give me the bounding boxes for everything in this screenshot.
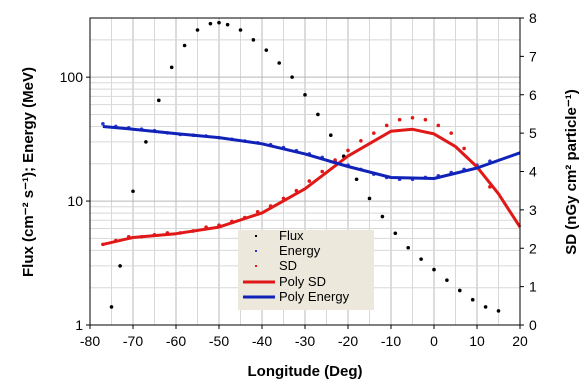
data-point-flux <box>496 309 501 313</box>
data-point-sd <box>307 179 312 183</box>
data-point-flux <box>329 133 333 137</box>
data-point-sd <box>462 146 466 151</box>
data-point-flux <box>195 28 200 32</box>
data-point-sd <box>397 117 402 122</box>
data-point-flux <box>217 20 221 25</box>
data-point-flux <box>264 48 269 52</box>
data-point-flux <box>316 112 320 117</box>
y-left-tick-label: 100 <box>60 69 84 85</box>
data-point-energy <box>101 122 105 126</box>
legend-label-poly-energy: Poly Energy <box>279 289 350 304</box>
x-tick-label: 10 <box>469 333 485 349</box>
x-tick-label: -40 <box>252 333 272 349</box>
data-point-sd <box>320 169 325 174</box>
line-poly-sd <box>102 127 522 246</box>
data-point-flux <box>419 257 423 261</box>
legend: Flux Energy SD Poly SD Poly Energy <box>238 228 374 310</box>
data-point-sd <box>384 123 389 128</box>
data-point-flux <box>406 245 411 250</box>
data-point-sd <box>436 123 441 128</box>
x-tick-label: -60 <box>166 333 186 349</box>
legend-label-energy: Energy <box>279 243 321 258</box>
y-left-tick-label: 1 <box>75 317 83 333</box>
data-point-flux <box>303 93 307 97</box>
y-right-tick-label: 0 <box>529 317 537 333</box>
x-tick-label: 0 <box>430 333 438 349</box>
legend-label-poly-sd: Poly SD <box>279 274 326 289</box>
y-left-ticks: 1 10 100 <box>60 69 90 333</box>
data-point-sd <box>423 117 428 122</box>
x-tick-label: -10 <box>381 333 401 349</box>
y-right-tick-label: 8 <box>529 10 537 26</box>
data-point-sd <box>333 158 337 162</box>
legend-label-sd: SD <box>279 258 297 273</box>
data-point-flux <box>208 21 213 26</box>
y-right-tick-label: 6 <box>529 87 537 103</box>
y-right-axis-label: SD (nGy cm² particle⁻¹) <box>563 89 580 254</box>
y-right-tick-label: 1 <box>529 279 537 295</box>
legend-marker-energy <box>255 250 257 252</box>
data-point-flux <box>393 231 398 236</box>
data-point-flux <box>483 305 488 309</box>
y-right-tick-label: 7 <box>529 48 537 64</box>
legend-label-flux: Flux <box>279 228 304 243</box>
data-point-flux <box>354 177 359 182</box>
data-point-flux <box>367 196 372 201</box>
y-right-tick-label: 5 <box>529 125 537 141</box>
data-point-flux <box>445 278 449 282</box>
x-tick-label: 20 <box>512 333 528 349</box>
data-point-flux <box>470 297 475 302</box>
data-point-sd <box>372 131 376 135</box>
fit-lines-layer <box>102 125 522 246</box>
legend-marker-sd <box>255 265 257 267</box>
y-right-tick-label: 3 <box>529 202 537 218</box>
data-point-flux <box>458 288 462 293</box>
data-point-flux <box>131 189 135 194</box>
x-tick-label: -70 <box>123 333 143 349</box>
data-point-flux <box>118 264 122 268</box>
x-tick-label: -80 <box>80 333 100 349</box>
x-tick-label: -50 <box>209 333 229 349</box>
y-left-axis-label: Flux (cm⁻² s⁻¹); Energy (MeV) <box>20 67 37 277</box>
line-poly-energy <box>102 125 521 180</box>
data-point-flux <box>157 98 161 103</box>
data-point-flux <box>432 267 436 272</box>
data-point-sd <box>449 131 454 135</box>
data-point-sd <box>346 148 350 153</box>
data-point-flux <box>169 65 174 70</box>
data-point-flux <box>251 38 256 42</box>
x-tick-label: -20 <box>338 333 358 349</box>
y-right-tick-label: 2 <box>529 240 537 256</box>
y-right-ticks: 0 1 2 3 4 5 6 7 8 <box>520 10 537 333</box>
data-point-sd <box>410 115 415 120</box>
data-point-sd <box>359 139 363 143</box>
x-tick-label: -30 <box>295 333 315 349</box>
x-axis-label: Longitude (Deg) <box>248 363 363 380</box>
data-point-flux <box>109 305 114 309</box>
data-point-flux <box>290 75 294 79</box>
data-point-flux <box>238 28 243 32</box>
data-point-flux <box>182 43 187 48</box>
data-point-flux <box>144 140 148 144</box>
legend-marker-flux <box>255 235 257 237</box>
y-right-tick-label: 4 <box>529 164 537 180</box>
data-point-flux <box>277 61 282 65</box>
data-point-flux <box>380 214 385 219</box>
x-ticks: -80 -70 -60 -50 -40 -30 -20 -10 0 10 20 <box>80 325 528 349</box>
y-left-tick-label: 10 <box>67 193 83 209</box>
data-point-flux <box>225 22 230 27</box>
